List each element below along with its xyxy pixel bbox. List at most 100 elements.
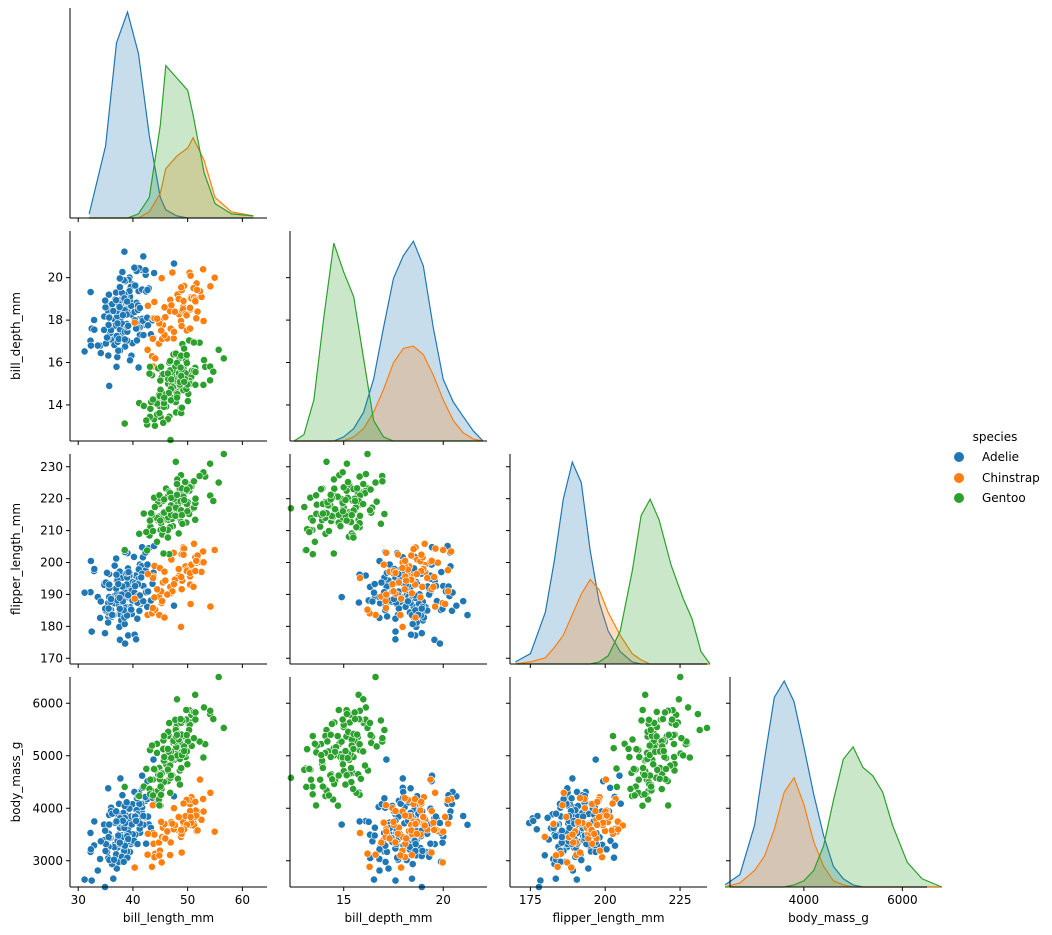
point-gentoo bbox=[339, 483, 348, 492]
point-gentoo bbox=[182, 706, 191, 714]
point-gentoo bbox=[647, 782, 655, 791]
point-adelie bbox=[144, 587, 152, 596]
point-gentoo bbox=[178, 519, 187, 528]
point-gentoo bbox=[142, 765, 151, 773]
point-chinstrap bbox=[167, 301, 176, 310]
point-chinstrap bbox=[170, 804, 178, 813]
point-adelie bbox=[577, 856, 586, 864]
point-adelie bbox=[112, 570, 121, 579]
point-gentoo bbox=[361, 703, 370, 712]
point-gentoo bbox=[150, 503, 159, 511]
point-chinstrap bbox=[441, 813, 449, 821]
x-tick-label: 40 bbox=[125, 893, 140, 907]
point-gentoo bbox=[323, 737, 332, 746]
point-gentoo bbox=[639, 764, 647, 772]
point-gentoo bbox=[338, 468, 347, 477]
point-gentoo bbox=[378, 477, 387, 486]
point-adelie bbox=[435, 639, 444, 648]
point-gentoo bbox=[206, 706, 215, 715]
point-gentoo bbox=[209, 367, 218, 376]
point-gentoo bbox=[286, 504, 295, 513]
legend-title: species bbox=[973, 430, 1018, 444]
point-adelie bbox=[354, 598, 363, 607]
point-gentoo bbox=[163, 765, 172, 774]
point-chinstrap bbox=[148, 334, 157, 343]
point-adelie bbox=[370, 580, 379, 588]
point-gentoo bbox=[145, 516, 154, 525]
point-chinstrap bbox=[443, 796, 452, 804]
point-chinstrap bbox=[569, 838, 578, 847]
point-adelie bbox=[573, 788, 581, 796]
point-adelie bbox=[116, 635, 124, 644]
point-gentoo bbox=[214, 673, 223, 681]
point-chinstrap bbox=[371, 850, 380, 859]
point-gentoo bbox=[173, 480, 181, 488]
point-adelie bbox=[380, 794, 389, 803]
point-gentoo bbox=[703, 724, 711, 732]
point-chinstrap bbox=[157, 858, 166, 867]
point-chinstrap bbox=[150, 297, 159, 306]
point-gentoo bbox=[317, 751, 326, 759]
point-gentoo bbox=[148, 741, 156, 750]
point-adelie bbox=[96, 837, 105, 846]
point-adelie bbox=[132, 817, 140, 825]
point-chinstrap bbox=[552, 851, 560, 860]
point-chinstrap bbox=[186, 271, 195, 280]
point-adelie bbox=[370, 588, 378, 597]
point-chinstrap bbox=[170, 327, 178, 336]
point-adelie bbox=[105, 580, 114, 589]
kde-fill-gentoo bbox=[725, 746, 942, 887]
point-chinstrap bbox=[166, 851, 174, 859]
point-gentoo bbox=[160, 495, 169, 504]
point-gentoo bbox=[326, 490, 335, 499]
point-gentoo bbox=[355, 472, 364, 481]
point-gentoo bbox=[679, 751, 687, 760]
point-gentoo bbox=[637, 716, 646, 725]
point-gentoo bbox=[641, 690, 650, 699]
point-gentoo bbox=[378, 734, 387, 743]
point-chinstrap bbox=[192, 314, 201, 323]
x-tick-label: 6000 bbox=[887, 893, 918, 907]
point-gentoo bbox=[120, 783, 129, 791]
point-gentoo bbox=[182, 351, 191, 359]
point-chinstrap bbox=[407, 589, 416, 598]
point-gentoo bbox=[305, 765, 314, 773]
point-chinstrap bbox=[429, 582, 438, 591]
point-chinstrap bbox=[398, 623, 407, 631]
point-gentoo bbox=[308, 790, 317, 799]
y-tick-label: 4000 bbox=[32, 801, 63, 815]
point-gentoo bbox=[166, 436, 175, 444]
point-gentoo bbox=[684, 703, 692, 712]
point-adelie bbox=[109, 306, 118, 315]
point-gentoo bbox=[366, 731, 375, 739]
point-adelie bbox=[96, 349, 105, 357]
kde-fill-chinstrap bbox=[725, 777, 942, 887]
point-chinstrap bbox=[412, 570, 421, 578]
point-adelie bbox=[115, 604, 124, 613]
point-gentoo bbox=[199, 753, 208, 762]
kde-fill-adelie bbox=[89, 12, 254, 218]
point-adelie bbox=[611, 841, 619, 850]
point-adelie bbox=[435, 819, 444, 827]
point-gentoo bbox=[342, 459, 351, 468]
point-gentoo bbox=[135, 792, 144, 800]
point-gentoo bbox=[191, 708, 200, 717]
point-gentoo bbox=[646, 726, 655, 734]
y-tick-label: 190 bbox=[40, 587, 63, 601]
point-chinstrap bbox=[598, 853, 606, 862]
point-gentoo bbox=[155, 409, 164, 417]
point-adelie bbox=[139, 331, 148, 339]
point-chinstrap bbox=[193, 285, 201, 294]
point-chinstrap bbox=[130, 863, 139, 872]
kde-fill-chinstrap bbox=[294, 346, 483, 441]
point-adelie bbox=[448, 606, 456, 615]
point-adelie bbox=[118, 791, 127, 800]
point-chinstrap bbox=[163, 590, 172, 599]
point-adelie bbox=[606, 783, 614, 792]
point-adelie bbox=[133, 840, 142, 848]
point-adelie bbox=[150, 269, 158, 277]
point-adelie bbox=[104, 618, 112, 627]
point-adelie bbox=[127, 605, 136, 614]
point-adelie bbox=[104, 320, 113, 329]
